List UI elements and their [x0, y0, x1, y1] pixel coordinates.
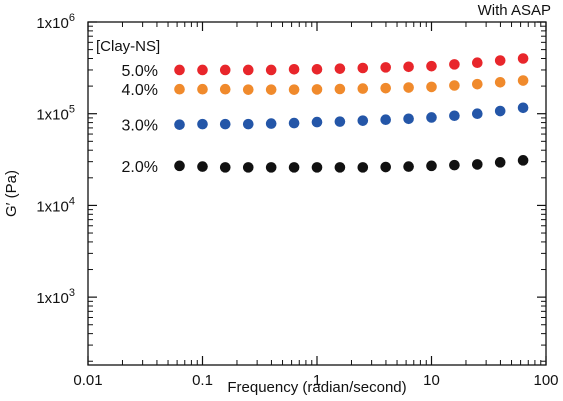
- data-point: [517, 102, 529, 114]
- data-point: [197, 64, 208, 76]
- data-point: [357, 162, 369, 173]
- data-point: [242, 64, 254, 76]
- data-point: [403, 82, 414, 93]
- data-point: [197, 83, 208, 95]
- data-point: [334, 116, 346, 127]
- data-point: [334, 83, 346, 95]
- data-point: [517, 155, 529, 166]
- data-point: [242, 84, 254, 95]
- data-point: [311, 84, 323, 95]
- x-tick-label: 1: [313, 372, 321, 389]
- series-label: 3.0%: [122, 118, 158, 135]
- data-point: [426, 112, 437, 123]
- data-point: [426, 160, 437, 172]
- data-point: [494, 157, 506, 168]
- data-point: [380, 62, 391, 73]
- x-tick-label: 10: [423, 372, 440, 389]
- data-point: [174, 160, 185, 172]
- data-point: [174, 119, 185, 130]
- data-point: [265, 64, 277, 76]
- data-point: [380, 161, 391, 173]
- data-point: [517, 75, 529, 86]
- data-point: [174, 83, 185, 95]
- data-point: [449, 110, 460, 122]
- data-point: [288, 162, 300, 173]
- data-point: [311, 63, 323, 75]
- data-point: [265, 118, 277, 129]
- data-point: [426, 81, 437, 93]
- legend-title: [Clay-NS]: [96, 38, 160, 55]
- data-point: [449, 59, 460, 70]
- y-tick-label: 1x105: [36, 104, 75, 124]
- data-point: [288, 117, 300, 129]
- data-point: [380, 114, 391, 126]
- data-point: [494, 105, 506, 117]
- y-tick-label: 1x106: [36, 12, 75, 32]
- data-point: [494, 77, 506, 88]
- data-point: [472, 159, 483, 170]
- y-tick-label: 1x103: [36, 287, 75, 307]
- x-tick-label: 100: [533, 372, 558, 389]
- data-point: [265, 84, 277, 95]
- data-point: [265, 162, 277, 173]
- data-point: [311, 116, 323, 128]
- series-label: 4.0%: [122, 82, 158, 99]
- data-point: [517, 53, 529, 64]
- x-axis-label: Frequency (radian/second): [227, 379, 406, 396]
- series-label: 5.0%: [122, 63, 158, 80]
- data-point: [174, 64, 185, 76]
- data-point: [219, 118, 231, 130]
- data-point: [472, 108, 483, 120]
- data-point: [242, 162, 254, 173]
- data-point: [219, 64, 231, 76]
- series-label: 2.0%: [122, 159, 158, 176]
- data-point: [472, 57, 483, 68]
- data-point: [403, 61, 414, 73]
- x-tick-label: 0.1: [192, 372, 213, 389]
- data-point: [403, 113, 414, 125]
- data-point: [449, 80, 460, 91]
- data-point: [403, 161, 414, 172]
- data-point: [197, 161, 208, 172]
- data-point: [311, 162, 323, 173]
- data-point: [219, 162, 231, 173]
- data-point: [334, 162, 346, 173]
- chart-title: With ASAP: [477, 2, 551, 19]
- x-tick-label: 0.01: [73, 372, 102, 389]
- data-point: [357, 83, 369, 94]
- data-point: [288, 63, 300, 75]
- data-point: [494, 55, 506, 66]
- data-point: [380, 82, 391, 94]
- data-point: [472, 78, 483, 90]
- data-point: [197, 118, 208, 130]
- y-axis-label: G′ (Pa): [3, 170, 20, 217]
- y-tick-label: 1x104: [36, 195, 75, 215]
- data-point: [219, 83, 231, 95]
- data-point: [426, 60, 437, 72]
- data-point: [288, 84, 300, 95]
- data-point: [242, 118, 254, 130]
- data-point: [334, 63, 346, 74]
- data-point: [357, 62, 369, 74]
- data-point: [357, 115, 369, 126]
- data-point: [449, 159, 460, 171]
